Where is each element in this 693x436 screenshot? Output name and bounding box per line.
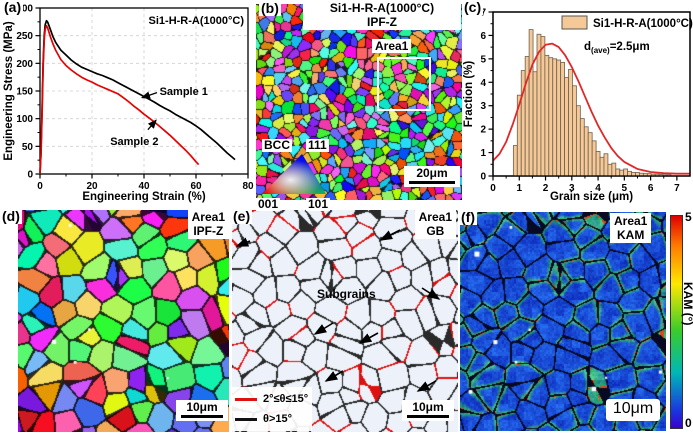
svg-text:20: 20 (86, 181, 98, 192)
svg-text:Sample 2: Sample 2 (110, 136, 158, 148)
svg-text:Engineering Stress (MPa): Engineering Stress (MPa) (3, 21, 15, 160)
panel-c-letter: (c) (462, 0, 484, 15)
svg-text:150: 150 (16, 87, 33, 98)
gb-legend-row-hagb: θ>15° (235, 409, 308, 429)
panel-d-area1-ipfz: (d) Area1 IPF-Z 10μm (0, 207, 231, 436)
panel-b-scalebar: 20μm (404, 166, 460, 187)
svg-text:2: 2 (480, 125, 486, 136)
panel-b-letter: (b) (259, 0, 281, 16)
svg-text:200: 200 (16, 59, 33, 70)
kam-colorbar-min: 0 (685, 416, 692, 430)
svg-text:80: 80 (242, 181, 254, 192)
svg-text:60: 60 (190, 181, 202, 192)
svg-text:Si1-H-R-A(1000°C): Si1-H-R-A(1000°C) (149, 15, 245, 27)
panel-e-title: Area1 GB (414, 209, 456, 239)
svg-text:d(ave)=2.5μm: d(ave)=2.5μm (584, 41, 650, 55)
svg-text:Engineering Strain (%): Engineering Strain (%) (82, 191, 205, 203)
panel-b-title: Si1-H-R-A(1000°C) IPF-Z (303, 0, 461, 30)
panel-b-scalebar-text: 20μm (416, 166, 448, 180)
gb-legend-row-lagb: 2°≤θ≤15° (235, 389, 308, 409)
subgrains-annotation: Subgrains (317, 287, 376, 301)
svg-text:7: 7 (480, 8, 486, 19)
panel-d-scalebar: 10μm (176, 400, 228, 421)
panel-c-grain-size-histogram: (c) 0 1 2 3 4 5 6 7 0 1 2 3 4 5 6 7 Grain size (μm) Fract… (462, 0, 693, 207)
svg-text:250: 250 (16, 31, 33, 42)
svg-text:0: 0 (480, 172, 486, 183)
panel-e-area1-gb: (e) Area1 GB Subgrains 2°≤θ≤15° θ>15° 10… (231, 207, 458, 436)
svg-text:3: 3 (480, 101, 486, 112)
area1-kam-map-canvas (460, 212, 666, 431)
area1-label: Area1 (372, 39, 412, 53)
panel-f-title: Area1 KAM (610, 213, 652, 243)
panel-d-title: Area1 IPF-Z (187, 209, 229, 239)
panel-f-scalebar-text: 10μm (612, 400, 654, 417)
panel-f-letter: (f) (459, 209, 477, 225)
svg-text:2: 2 (543, 183, 549, 194)
lagb-label: 2°≤θ≤15° (263, 393, 309, 405)
svg-text:40: 40 (138, 181, 150, 192)
svg-text:Sample 1: Sample 1 (160, 86, 208, 98)
svg-text:Fraction (%): Fraction (%) (463, 61, 475, 128)
kam-colorbar-max: 5 (685, 210, 692, 224)
triangle-001-label: 001 (256, 197, 281, 211)
svg-text:4: 4 (480, 78, 486, 89)
phase-label: BCC (262, 138, 292, 152)
svg-text:0: 0 (27, 170, 33, 181)
svg-text:1: 1 (480, 148, 486, 159)
triangle-101-label: 101 (305, 197, 330, 211)
hagb-label: θ>15° (263, 413, 293, 425)
panel-d-scalebar-line (181, 415, 223, 418)
svg-text:0: 0 (490, 183, 496, 194)
panel-e-title-line1: Area1 (418, 210, 452, 224)
svg-text:6: 6 (648, 183, 654, 194)
lagb-line-icon (235, 397, 257, 401)
svg-text:Si1-H-R-A(1000°C): Si1-H-R-A(1000°C) (593, 18, 693, 30)
svg-text:1: 1 (516, 183, 522, 194)
svg-text:100: 100 (16, 114, 33, 125)
panel-b-scalebar-line (409, 181, 455, 184)
panel-d-letter: (d) (0, 208, 22, 224)
svg-text:5: 5 (480, 54, 486, 65)
panel-f-scalebar: 10μm (606, 399, 660, 421)
svg-text:50: 50 (22, 142, 34, 153)
svg-text:300: 300 (16, 4, 33, 15)
ipf-color-key: BCC 111 (256, 139, 334, 211)
panel-e-title-line2: GB (426, 224, 445, 238)
panel-b-title-line1: Si1-H-R-A(1000°C) (329, 1, 435, 15)
kam-colorbar (670, 215, 683, 429)
gb-legend: 2°≤θ≤15° θ>15° (231, 387, 313, 431)
grain-size-histogram-chart: 0 1 2 3 4 5 6 7 0 1 2 3 4 5 6 7 Grain size (μm) Fraction … (463, 8, 693, 204)
panel-b-title-line2: IPF-Z (367, 15, 397, 29)
triangle-111-label: 111 (306, 138, 329, 152)
panel-d-scalebar-text: 10μm (186, 400, 218, 414)
panel-e-scalebar-line (407, 415, 449, 418)
panel-f-title-line2: KAM (617, 228, 645, 242)
kam-colorbar-label: KAM (°) (681, 282, 693, 326)
subgrain-arrows (235, 229, 441, 392)
ipf-triangle-icon (262, 154, 326, 194)
panel-a-stress-strain: (a) 0 20 40 60 80 0 50 100 150 200 250 300 Engineeri… (0, 0, 256, 207)
panel-e-scalebar: 10μm (402, 400, 454, 421)
svg-text:4: 4 (595, 183, 601, 194)
svg-text:6: 6 (480, 31, 486, 42)
panel-d-title-line1: Area1 (191, 210, 225, 224)
panel-f-title-line1: Area1 (614, 214, 648, 228)
panel-e-scalebar-text: 10μm (412, 400, 444, 414)
svg-text:3: 3 (569, 183, 575, 194)
panel-a-letter: (a) (2, 0, 24, 15)
panel-b-ipfz-map: (b) Si1-H-R-A(1000°C) IPF-Z Area1 BCC 11… (256, 0, 462, 211)
hagb-line-icon (235, 417, 257, 421)
svg-text:7: 7 (674, 183, 680, 194)
panel-e-letter: (e) (231, 208, 253, 224)
area1-ipfz-map-canvas (18, 210, 229, 432)
area1-selection-box (377, 57, 431, 111)
svg-text:0: 0 (37, 181, 43, 192)
svg-text:Grain size (μm): Grain size (μm) (550, 191, 633, 203)
panel-d-title-line2: IPF-Z (193, 224, 224, 238)
panel-f-area1-kam: (f) Area1 KAM 5 0 KAM (°) 10μm (458, 207, 693, 436)
svg-text:5: 5 (622, 183, 628, 194)
